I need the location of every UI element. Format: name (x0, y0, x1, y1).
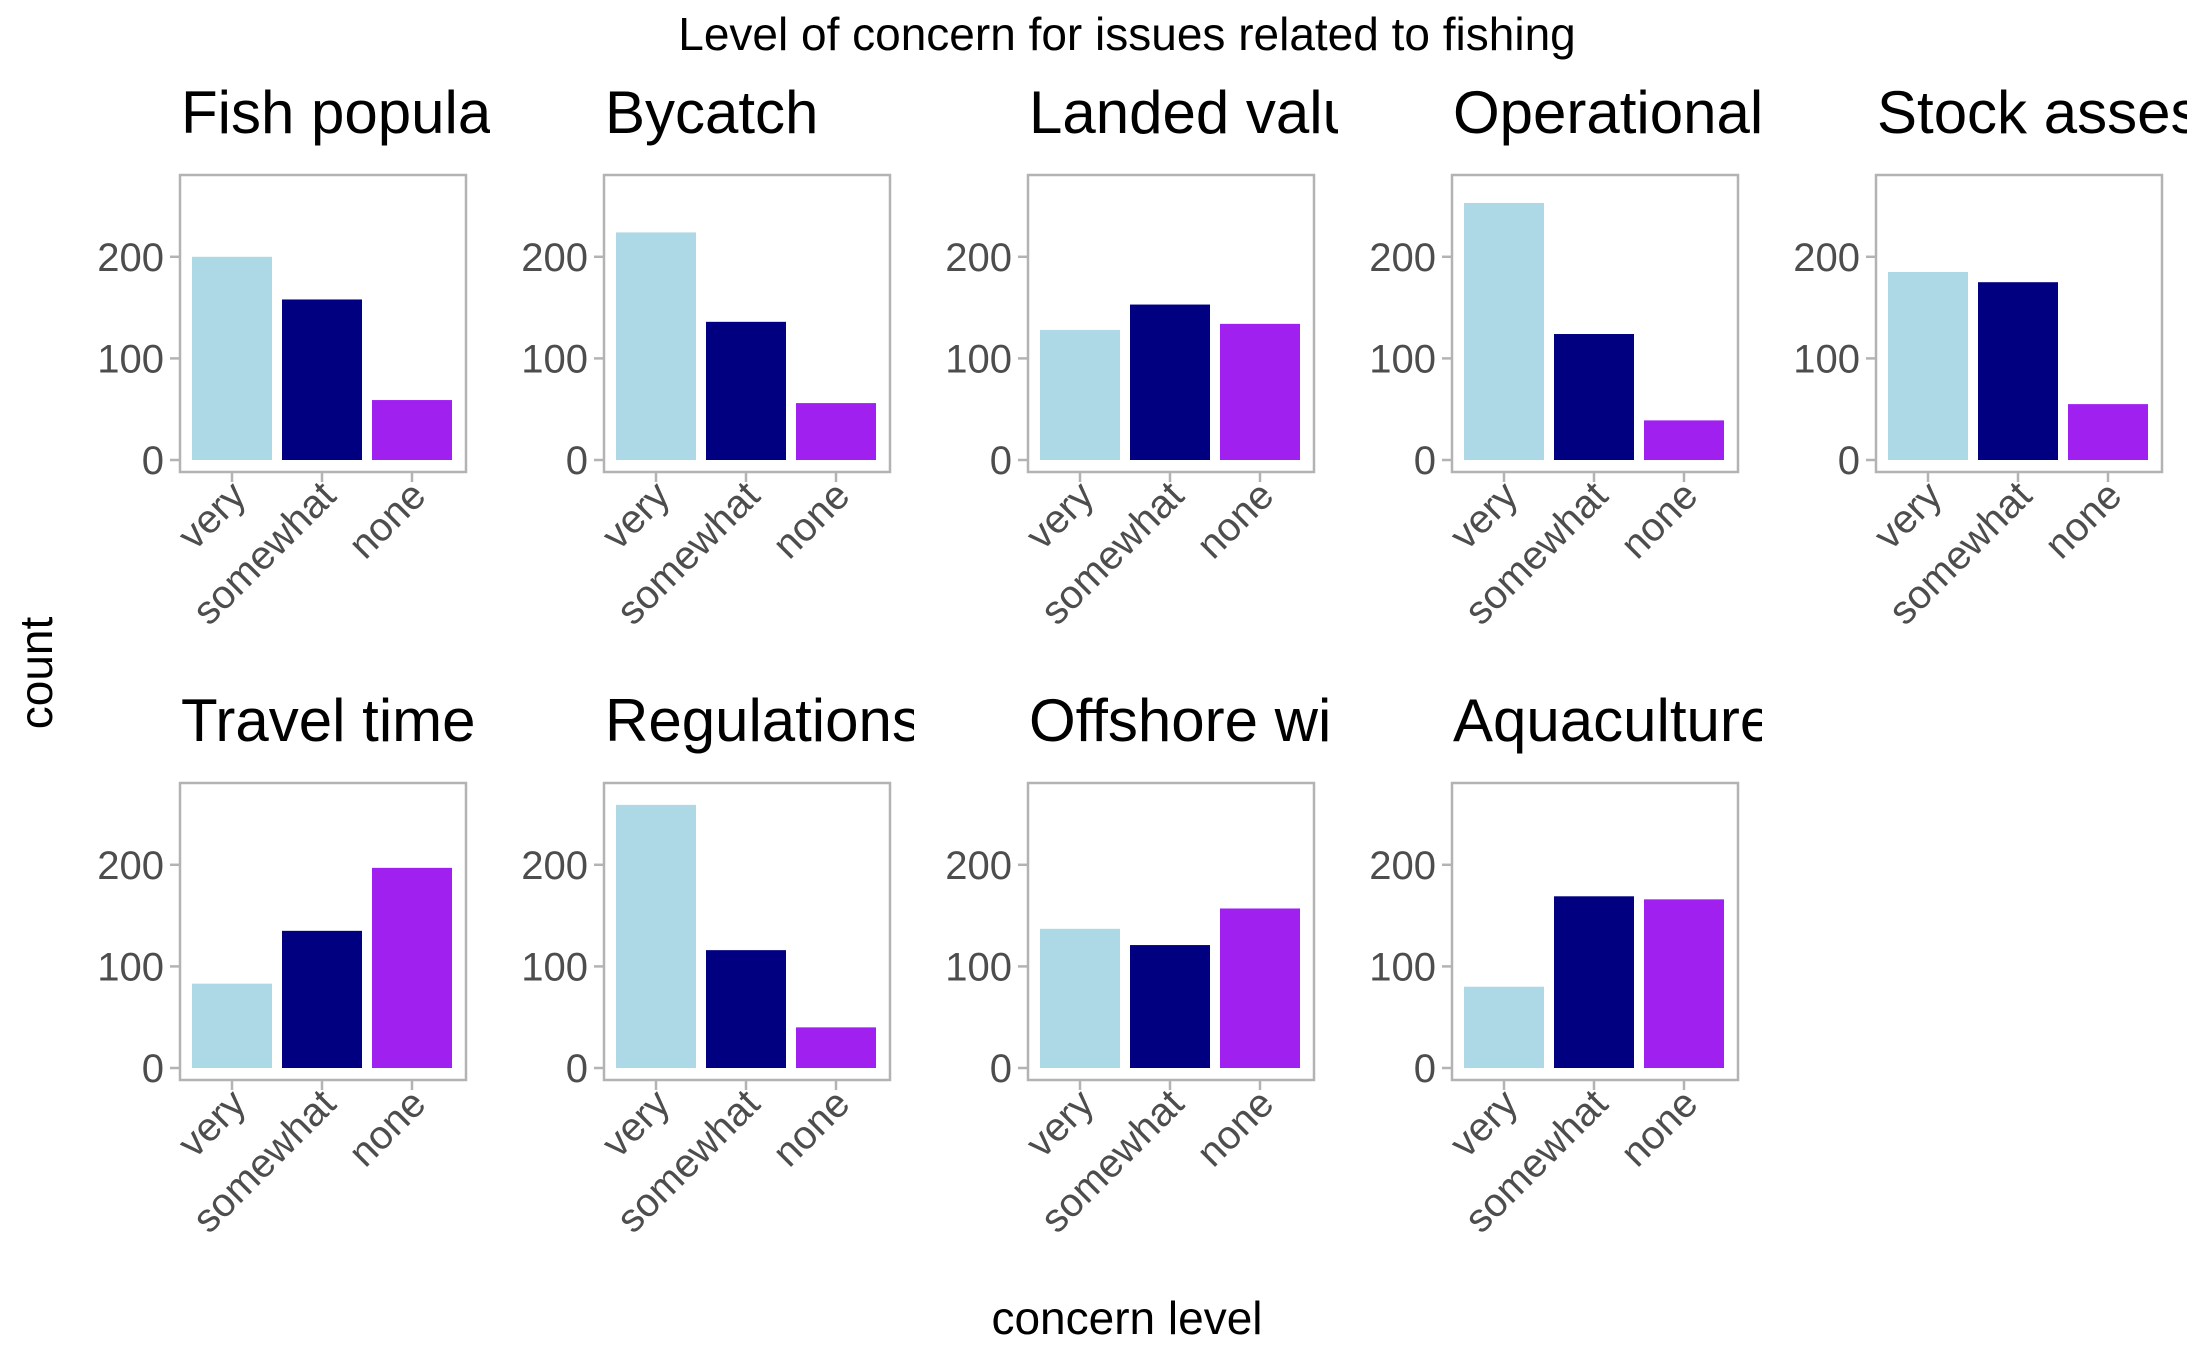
y-axis-label: count (10, 617, 62, 730)
bar-none (1220, 908, 1300, 1068)
y-tick-label: 0 (1838, 439, 1860, 483)
bar-none (1220, 323, 1300, 460)
x-tick-label: none (340, 1081, 434, 1175)
y-tick-label: 200 (945, 844, 1012, 888)
y-tick-label: 0 (566, 439, 588, 483)
y-tick-label: 0 (1414, 439, 1436, 483)
y-tick-label: 200 (521, 236, 588, 280)
facet-title: Fish popula (181, 79, 492, 146)
bar-very (616, 804, 696, 1068)
bar-somewhat (706, 950, 786, 1068)
x-axis-label: concern level (991, 1292, 1262, 1344)
facet-title: Aquaculture (1453, 687, 1773, 754)
bar-somewhat (1130, 945, 1210, 1068)
facet-title: Travel time (181, 687, 476, 754)
y-tick-label: 0 (566, 1047, 588, 1091)
y-tick-label: 200 (97, 844, 164, 888)
facet-title: Stock asses (1877, 79, 2187, 146)
bar-somewhat (706, 321, 786, 460)
bar-none (372, 400, 452, 460)
bar-none (796, 1027, 876, 1068)
y-tick-label: 0 (990, 1047, 1012, 1091)
bar-somewhat (1130, 304, 1210, 460)
y-tick-label: 100 (97, 337, 164, 381)
bar-very (1040, 928, 1120, 1068)
y-tick-label: 100 (1369, 337, 1436, 381)
facet-title: Regulations (605, 687, 922, 754)
y-tick-label: 0 (990, 439, 1012, 483)
bar-very (1464, 202, 1544, 460)
facet-title: Landed valu (1029, 79, 1356, 146)
x-tick-label: none (340, 473, 434, 567)
bar-somewhat (1554, 334, 1634, 460)
x-tick-label: none (2036, 473, 2130, 567)
y-tick-label: 200 (945, 236, 1012, 280)
x-tick-label: none (1612, 473, 1706, 567)
x-tick-label: none (1188, 1081, 1282, 1175)
x-tick-label: none (764, 473, 858, 567)
bar-somewhat (1978, 282, 2058, 460)
facets: Fish popula0100200verysomewhatnoneBycatc… (97, 79, 2187, 1241)
bar-none (1644, 899, 1724, 1068)
bar-somewhat (1554, 896, 1634, 1068)
facet-title: Offshore wi (1029, 687, 1331, 754)
x-tick-label: none (1188, 473, 1282, 567)
y-tick-label: 200 (1369, 844, 1436, 888)
bar-very (192, 983, 272, 1068)
y-tick-label: 100 (945, 945, 1012, 989)
y-tick-label: 0 (142, 439, 164, 483)
bar-somewhat (282, 299, 362, 460)
bar-none (372, 867, 452, 1068)
y-tick-label: 200 (521, 844, 588, 888)
bar-very (1888, 272, 1968, 460)
y-tick-label: 100 (97, 945, 164, 989)
y-tick-label: 0 (142, 1047, 164, 1091)
y-tick-label: 0 (1414, 1047, 1436, 1091)
bar-very (1464, 986, 1544, 1068)
chart-title: Level of concern for issues related to f… (678, 8, 1576, 60)
y-tick-label: 100 (945, 337, 1012, 381)
facet-title: Operational (1453, 79, 1763, 146)
y-tick-label: 200 (97, 236, 164, 280)
bar-none (2068, 404, 2148, 460)
x-tick-label: none (764, 1081, 858, 1175)
x-tick-label: none (1612, 1081, 1706, 1175)
bar-very (192, 256, 272, 460)
bar-very (616, 232, 696, 460)
facet-title: Bycatch (605, 79, 818, 146)
y-tick-label: 100 (521, 945, 588, 989)
bar-none (1644, 420, 1724, 460)
y-tick-label: 100 (1369, 945, 1436, 989)
y-tick-label: 200 (1793, 236, 1860, 280)
y-tick-label: 100 (521, 337, 588, 381)
bar-none (796, 403, 876, 460)
bar-very (1040, 329, 1120, 460)
y-tick-label: 100 (1793, 337, 1860, 381)
bar-somewhat (282, 930, 362, 1068)
y-tick-label: 200 (1369, 236, 1436, 280)
